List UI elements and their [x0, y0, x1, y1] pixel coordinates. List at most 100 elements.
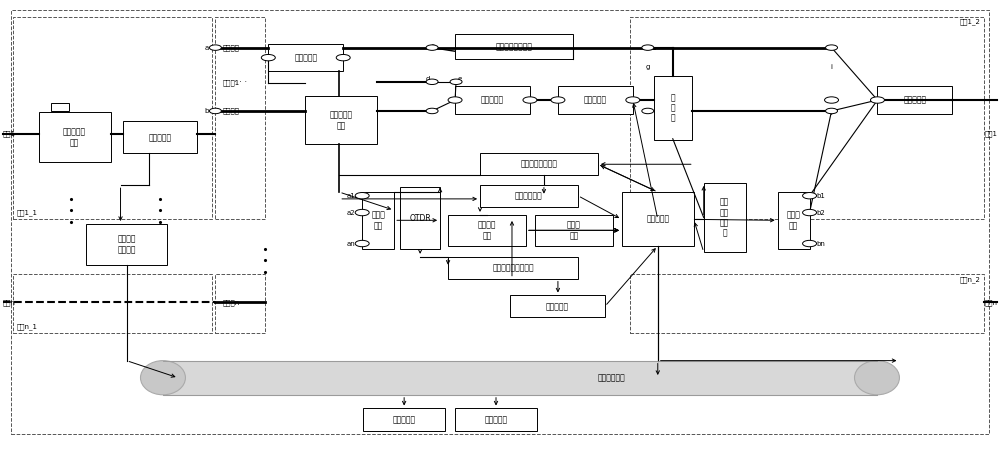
Circle shape	[209, 45, 221, 50]
Text: h: h	[646, 109, 650, 115]
Text: d: d	[426, 76, 430, 82]
Text: 收缩光路切换模块: 收缩光路切换模块	[520, 160, 557, 169]
Text: · · ·: · · ·	[234, 78, 247, 87]
Text: 单元n_2: 单元n_2	[959, 276, 980, 282]
Bar	[51, 103, 69, 111]
Text: 光纤振动监测模块: 光纤振动监测模块	[495, 42, 532, 51]
Circle shape	[426, 45, 438, 50]
Text: OTDR: OTDR	[409, 214, 431, 223]
Circle shape	[826, 45, 838, 50]
Bar	[630, 16, 984, 219]
Bar	[535, 215, 613, 246]
Text: 振动告警
模块: 振动告警 模块	[478, 221, 496, 240]
Bar	[448, 257, 578, 279]
Text: j: j	[831, 109, 833, 115]
Text: b2: b2	[817, 210, 825, 216]
Bar	[630, 274, 984, 333]
Bar	[215, 16, 265, 219]
Bar	[455, 409, 537, 431]
Ellipse shape	[140, 361, 185, 395]
Circle shape	[448, 97, 462, 103]
Text: 非工作纤芯监测模块: 非工作纤芯监测模块	[492, 263, 534, 272]
Text: 光检测模块: 光检测模块	[546, 302, 569, 311]
Text: 数据服务器: 数据服务器	[484, 415, 508, 425]
Circle shape	[426, 79, 438, 85]
Bar	[400, 187, 440, 249]
Ellipse shape	[855, 361, 899, 395]
Text: 第一波分复
用器: 第一波分复 用器	[63, 128, 86, 147]
Text: 第五光开关: 第五光开关	[294, 53, 317, 62]
Circle shape	[803, 209, 817, 216]
Text: 第六光
开关: 第六光 开关	[371, 211, 385, 230]
Text: bn: bn	[817, 240, 825, 246]
Bar	[215, 274, 265, 333]
Circle shape	[642, 45, 654, 50]
Text: 第一光开关: 第一光开关	[148, 133, 172, 142]
Text: a2: a2	[347, 210, 355, 216]
Bar	[480, 185, 578, 207]
Text: a1: a1	[346, 193, 355, 199]
Text: i: i	[831, 64, 833, 70]
Circle shape	[626, 97, 640, 103]
Text: 控制处理器: 控制处理器	[646, 214, 669, 223]
Text: 单元n_1: 单元n_1	[17, 323, 38, 329]
Text: 光功
率监
测模
块: 光功 率监 测模 块	[720, 197, 729, 238]
Text: 第二光开关: 第二光开关	[481, 96, 504, 105]
Text: 第四光开关: 第四光开关	[903, 96, 926, 105]
Circle shape	[209, 108, 221, 114]
Text: 纤芯n: 纤芯n	[3, 299, 16, 306]
Circle shape	[826, 108, 838, 114]
Bar	[622, 192, 694, 246]
Bar	[39, 112, 111, 162]
Circle shape	[551, 97, 565, 103]
Text: 纤芯1: 纤芯1	[3, 130, 16, 137]
Circle shape	[450, 79, 462, 85]
Text: 发源光路
切换模块: 发源光路 切换模块	[117, 235, 136, 254]
Bar	[448, 215, 526, 246]
Text: c: c	[430, 43, 434, 49]
Bar	[13, 274, 212, 333]
Bar	[778, 192, 810, 249]
Bar	[654, 76, 692, 140]
Bar	[510, 296, 605, 317]
Text: 单元1_2: 单元1_2	[959, 18, 980, 25]
Text: g: g	[646, 64, 650, 70]
Text: 监测纤芯: 监测纤芯	[222, 108, 239, 114]
Bar	[13, 16, 212, 219]
Text: 信息交互总线: 信息交互总线	[597, 373, 625, 382]
Bar	[362, 192, 394, 249]
Text: 第三光开关: 第三光开关	[584, 96, 607, 105]
Bar	[455, 86, 530, 114]
Circle shape	[523, 97, 537, 103]
Circle shape	[803, 192, 817, 199]
Bar	[305, 96, 377, 144]
Text: 纤芯组n: 纤芯组n	[222, 299, 240, 306]
Text: 第二波分复
用器: 第二波分复 用器	[330, 111, 353, 130]
Bar	[480, 154, 598, 175]
Text: 单元1_1: 单元1_1	[17, 209, 38, 216]
Text: b1: b1	[817, 193, 825, 199]
Text: e: e	[458, 76, 462, 82]
Text: a: a	[204, 45, 208, 51]
Circle shape	[825, 97, 839, 103]
Circle shape	[355, 240, 369, 247]
Bar	[877, 86, 952, 114]
Bar	[163, 361, 877, 395]
Bar	[704, 183, 746, 252]
Circle shape	[803, 240, 817, 247]
Bar	[558, 86, 633, 114]
Text: 纤芯n: 纤芯n	[984, 299, 997, 306]
Text: 应用服务器: 应用服务器	[393, 415, 416, 425]
Bar	[123, 122, 197, 154]
Text: 纤芯1: 纤芯1	[984, 130, 997, 137]
Circle shape	[355, 209, 369, 216]
Bar	[363, 409, 445, 431]
Text: b: b	[204, 108, 208, 114]
Text: 保护纤芯: 保护纤芯	[222, 44, 239, 51]
Text: 纤芯组1: 纤芯组1	[222, 80, 240, 86]
Text: 数据采集模块: 数据采集模块	[515, 191, 543, 200]
Text: an: an	[346, 240, 355, 246]
Bar	[86, 224, 167, 265]
Bar	[455, 34, 573, 59]
Circle shape	[870, 97, 884, 103]
